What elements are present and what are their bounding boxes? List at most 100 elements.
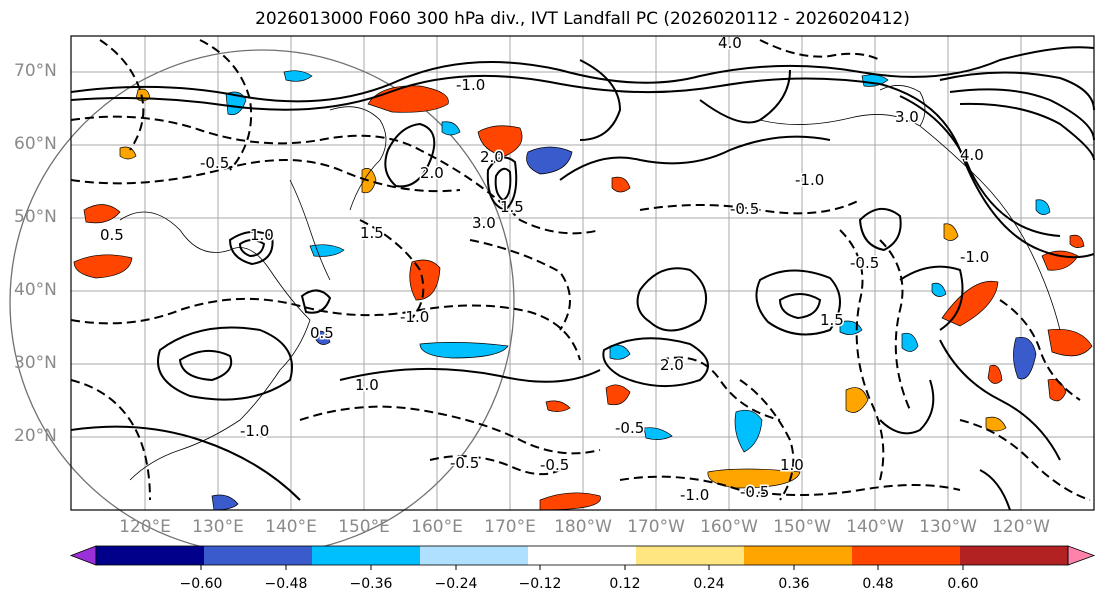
colorbar-segment — [960, 546, 1069, 565]
shade-blob — [845, 387, 869, 413]
contour-label: -1.0 — [240, 422, 269, 440]
contour-label: 0.5 — [310, 324, 334, 342]
colorbar-tick-label: −0.12 — [518, 576, 562, 592]
contour-line — [339, 367, 601, 383]
contour-line — [879, 379, 935, 435]
contour-line-dashed — [999, 299, 1081, 401]
colorbar-tick-label: 0.12 — [609, 576, 641, 592]
contour-label: -0.5 — [540, 456, 569, 474]
contour-line — [699, 69, 791, 124]
colorbar-tick-label: 0.48 — [862, 576, 894, 592]
shade-blob — [526, 146, 573, 175]
contour-line-dashed — [639, 199, 861, 215]
contour-label: 1.5 — [500, 198, 524, 216]
colorbar-segment — [744, 546, 853, 565]
contour-line — [70, 425, 301, 501]
shade-blob — [419, 342, 509, 359]
contour-line — [70, 46, 1095, 103]
contour-label: -1.0 — [400, 308, 429, 326]
shade-blob — [931, 282, 947, 297]
contour-line — [959, 102, 1095, 161]
contour-line-dashed — [70, 297, 581, 361]
contour-line-dashed — [739, 379, 795, 501]
gridlines — [71, 36, 1094, 510]
latitude-label: 60°N — [14, 134, 57, 154]
contour-line-dashed — [619, 475, 961, 496]
shade-blob — [1069, 234, 1085, 248]
contour-label: -0.5 — [615, 419, 644, 437]
contour-line-dashed — [359, 219, 425, 321]
shade-blob — [609, 344, 631, 360]
contour-label: 1.0 — [780, 456, 804, 474]
contour-line — [300, 289, 332, 314]
map-frame — [70, 35, 1095, 511]
shade-blob — [1013, 337, 1037, 380]
contour-line-dashed — [429, 455, 561, 476]
contour-line-dashed — [70, 159, 461, 193]
contour-line — [579, 59, 622, 141]
contour-line-dashed — [879, 239, 911, 411]
colorbar-tick-label: −0.48 — [264, 576, 308, 592]
map-title: 2026013000 F060 300 hPa div., IVT Landfa… — [255, 9, 910, 29]
shade-blob — [283, 70, 313, 82]
contour-line-dashed — [70, 115, 601, 235]
longitude-label: 120°E — [119, 517, 171, 537]
contour-label: 2.0 — [480, 148, 504, 166]
contour-line — [778, 293, 822, 320]
contour-line — [70, 74, 881, 111]
shade-blob — [611, 176, 631, 193]
longitude-label: 140°E — [265, 517, 317, 537]
contour-line — [228, 230, 274, 266]
contour-label: 1.5 — [360, 224, 384, 242]
contour-lines-dashed — [70, 39, 1091, 501]
contour-line-dashed — [469, 239, 571, 331]
contour-line-dashed — [759, 39, 881, 61]
shade-blob — [361, 168, 377, 194]
longitude-label: 170°E — [484, 517, 536, 537]
shade-blob — [734, 409, 763, 453]
shade-blob — [901, 332, 919, 352]
contour-label: -0.5 — [740, 483, 769, 501]
contour-line — [238, 239, 266, 258]
contour-label: -1.0 — [680, 486, 709, 504]
shade-blob — [605, 384, 631, 406]
contour-labels: -1.0 -0.5 1.0 1.5 2.0 3.0 4.0 -0.5 1.5 -0.5 -1.0 -0… — [99, 33, 991, 506]
contour-line-dashed — [299, 405, 601, 455]
contour-label: -0.5 — [730, 200, 759, 218]
longitude-label: 150°E — [338, 517, 390, 537]
shade-blob — [73, 254, 133, 279]
contour-label: 1.5 — [820, 311, 844, 329]
colorbar-tick-label: −0.24 — [434, 576, 478, 592]
coastline — [879, 85, 926, 127]
contour-label: 4.0 — [718, 34, 742, 52]
shade-blob — [225, 91, 247, 116]
contour-line — [755, 269, 841, 336]
contour-label: 2.0 — [420, 164, 444, 182]
shade-blob — [315, 330, 331, 345]
shade-blob — [987, 364, 1003, 384]
colorbar-frame — [95, 545, 1069, 566]
longitude-label: 140°W — [846, 517, 904, 537]
contour-label: 1.0 — [355, 376, 379, 394]
contour-line — [636, 267, 708, 332]
shade-blob — [409, 259, 441, 301]
coastline — [329, 106, 387, 211]
coastline — [289, 179, 331, 281]
colorbar-segment — [204, 546, 313, 565]
colorbar-tick-label: 0.36 — [778, 576, 810, 592]
contour-label: 2.0 — [660, 356, 684, 374]
colorbar-segment — [636, 546, 745, 565]
longitude-label: 160°E — [411, 517, 463, 537]
latitude-label: 70°N — [14, 61, 57, 81]
shade-blob — [707, 468, 801, 489]
longitude-label: 130°W — [919, 517, 977, 537]
contour-line — [979, 469, 1011, 511]
contour-line-dashed — [199, 39, 253, 171]
longitude-label: 170°W — [627, 517, 685, 537]
shade-blob — [545, 400, 571, 412]
contour-label: 1.0 — [250, 226, 274, 244]
contour-line-dashed — [659, 356, 781, 421]
coastline — [759, 114, 1061, 331]
latitude-label: 40°N — [14, 280, 57, 300]
